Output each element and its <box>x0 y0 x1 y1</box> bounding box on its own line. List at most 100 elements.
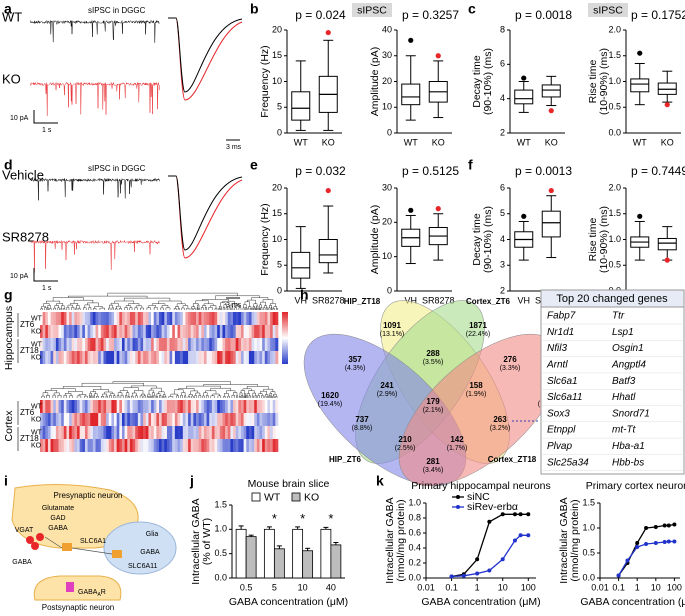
heatmap-cell <box>267 325 271 338</box>
heatmap-cell <box>137 413 141 426</box>
y-tick-label: 30 <box>382 182 392 192</box>
heatmap-cell <box>185 426 189 439</box>
table-header <box>540 289 685 308</box>
heatmap-cell <box>77 426 80 439</box>
heatmap-cell <box>82 325 86 338</box>
heatmap-cell <box>262 325 266 338</box>
set-label: Cortex_ZT18 <box>488 455 537 464</box>
heatmap-cell <box>206 312 210 325</box>
data-point <box>526 533 531 538</box>
heatmap-cell <box>66 351 70 364</box>
heatmap-cell <box>217 351 221 364</box>
heatmap-cell <box>129 400 133 413</box>
significance: * <box>328 511 333 526</box>
heatmap-cell <box>219 426 223 439</box>
heatmap-cell <box>71 325 75 338</box>
gene-name: Angptl4 <box>611 360 646 371</box>
heatmap-cell <box>243 312 247 325</box>
heatmap-cell <box>203 426 207 439</box>
heatmap-cell <box>248 439 252 452</box>
heatmap-cell <box>243 338 247 351</box>
x-tick-label: KO <box>545 137 558 147</box>
heatmap-cell <box>214 426 218 439</box>
heatmap-cell <box>79 351 83 364</box>
axis-label: Decay time <box>471 55 483 108</box>
x-tick-label: SR8278 <box>312 295 345 305</box>
y-tick-label: 0.2 <box>408 557 421 567</box>
heatmap-cell <box>84 325 88 338</box>
heatmap-cell <box>135 413 139 426</box>
heatmap-cell <box>140 325 144 338</box>
y-tick-label: 1.5 <box>214 499 227 509</box>
heatmap-cell <box>74 413 78 426</box>
heatmap-cell <box>71 312 75 325</box>
heatmap-cell <box>114 426 117 439</box>
y-tick-label: 1.5 <box>608 208 621 218</box>
heatmap-cell <box>137 400 141 413</box>
genotype-label: WT <box>31 341 43 348</box>
axis-label: Intracellular GABA <box>190 498 202 584</box>
gene-name: Plvap <box>547 441 572 452</box>
heatmap-cell <box>71 351 75 364</box>
heatmap-cell <box>211 400 215 413</box>
heatmap-cell <box>256 413 260 426</box>
heatmap-cell <box>79 312 83 325</box>
heatmap-cell <box>153 325 157 338</box>
heatmap-cell <box>161 338 165 351</box>
heatmap-cell <box>143 400 147 413</box>
heatmap-cell <box>55 312 59 325</box>
heatmap-cell <box>185 338 189 351</box>
heatmap-cell <box>106 325 110 338</box>
heatmap-cell <box>235 413 239 426</box>
heatmap-cell <box>211 312 215 325</box>
heatmap-cell <box>180 325 184 338</box>
heatmap-cell <box>111 338 115 351</box>
genotype-label: WT <box>31 315 43 322</box>
heatmap-cell <box>233 312 236 325</box>
heatmap-cell <box>79 400 83 413</box>
heatmap-cell <box>275 439 279 452</box>
gene-name: Nr1d1 <box>547 327 574 338</box>
heatmap-cell <box>230 312 234 325</box>
time-label: ZT18 <box>20 346 39 355</box>
axis-label: (90-10%) (ms) <box>482 48 494 115</box>
heatmap-cell <box>55 413 59 426</box>
heatmap-cell <box>92 426 96 439</box>
data-point <box>487 519 492 524</box>
heatmap-cell <box>111 312 115 325</box>
heatmap-cell <box>61 325 65 338</box>
heatmap-cell <box>272 312 276 325</box>
heatmap-cell <box>159 400 162 413</box>
x-tick-label: 100 <box>521 582 536 592</box>
heatmap-cell <box>42 338 46 351</box>
region-percent: (4.3%) <box>345 365 366 372</box>
y-tick-label: 1.0 <box>608 234 621 244</box>
region-percent: (3.2%) <box>490 425 511 432</box>
heatmap-cell <box>153 426 157 439</box>
heatmap-cell <box>217 400 221 413</box>
heatmap-cell <box>182 351 186 364</box>
heatmap-cell <box>217 413 221 426</box>
dendrogram <box>40 292 278 310</box>
heatmap-cell <box>82 351 86 364</box>
heatmap-cell <box>111 400 115 413</box>
heatmap-cell <box>172 325 176 338</box>
heatmap-cell <box>177 325 181 338</box>
data-point <box>500 512 505 517</box>
heatmap-cell <box>103 338 107 351</box>
scale-bar <box>33 268 58 282</box>
heatmap-cell <box>42 351 46 364</box>
y-tick-label: 6 <box>500 59 505 69</box>
heatmap-cell <box>95 351 99 364</box>
heatmap-cell <box>55 351 59 364</box>
heatmap-cell <box>272 325 276 338</box>
panel-letter: i <box>4 473 8 489</box>
axis-label: Decay time <box>471 213 483 266</box>
heatmap-cell <box>275 351 279 364</box>
legend-label: WT <box>264 491 281 503</box>
diagram-label: GAD <box>50 515 65 522</box>
heatmap-cell <box>153 351 157 364</box>
heatmap-cell <box>92 312 96 325</box>
diagram-label: GABA <box>48 525 68 532</box>
heatmap-cell <box>95 325 99 338</box>
